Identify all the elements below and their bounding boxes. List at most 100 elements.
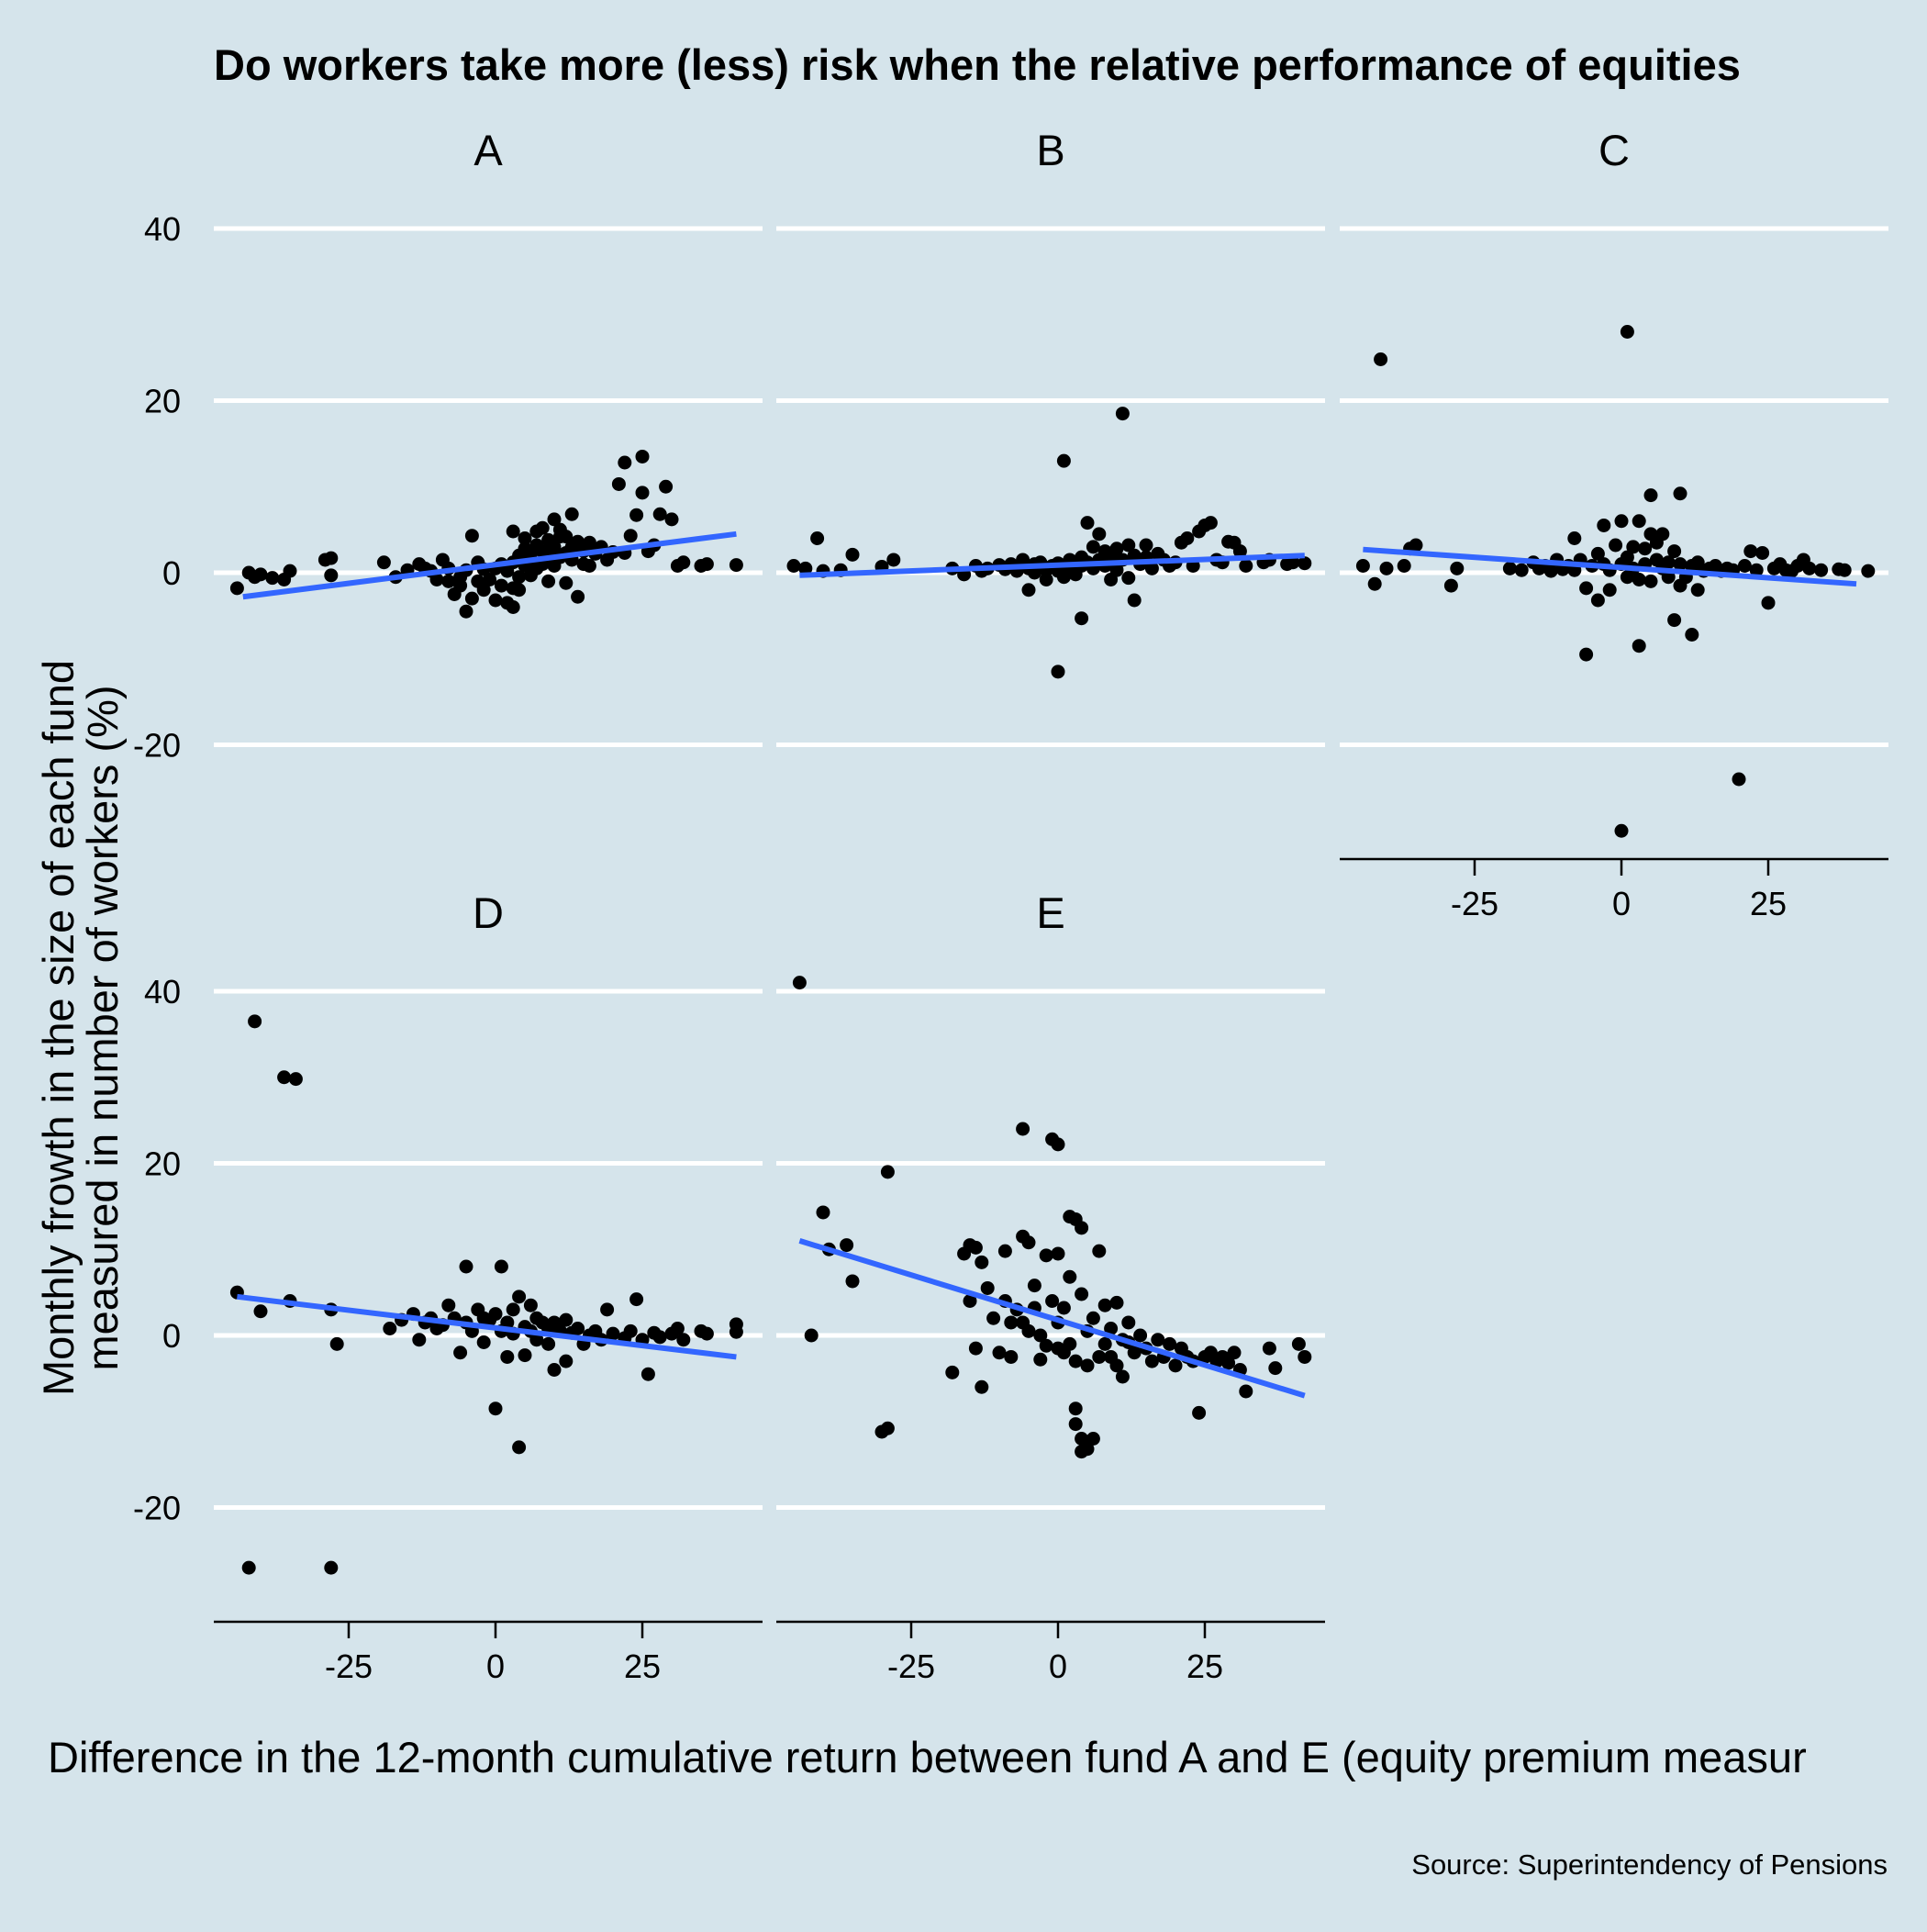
data-point: [1021, 1323, 1036, 1338]
chart-title: Do workers take more (less) risk when th…: [214, 40, 1741, 89]
data-point: [1039, 1338, 1053, 1353]
data-point: [640, 1367, 655, 1381]
facet-panel-b: B: [776, 126, 1325, 747]
data-point: [1051, 664, 1065, 679]
data-point: [1056, 453, 1071, 468]
data-point: [1239, 559, 1253, 573]
data-point: [1121, 1315, 1136, 1330]
data-point: [664, 512, 679, 527]
data-point: [975, 1379, 989, 1394]
data-point: [1232, 544, 1247, 559]
data-point: [512, 1290, 527, 1304]
data-point: [1109, 1295, 1124, 1310]
data-point: [494, 578, 508, 593]
data-point: [571, 1322, 585, 1335]
y-tick-label: -20: [133, 727, 181, 765]
data-point: [1121, 538, 1136, 553]
data-point: [676, 555, 691, 570]
x-tick-label: -25: [1451, 885, 1498, 922]
data-point: [518, 1348, 532, 1363]
data-point: [476, 1335, 491, 1349]
data-point: [880, 1165, 895, 1179]
data-point: [635, 486, 650, 500]
y-axis-title-line-1: Monthly frowth in the size of each fund: [34, 660, 83, 1396]
data-point: [506, 600, 520, 614]
data-point: [1021, 1235, 1036, 1250]
data-point: [1579, 647, 1594, 662]
data-point: [564, 507, 579, 521]
data-point: [1355, 559, 1370, 573]
data-point: [1063, 1336, 1077, 1351]
data-point: [659, 479, 674, 494]
data-point: [476, 583, 491, 597]
data-point: [1802, 561, 1817, 575]
y-axis-title-line-2: measured in number of workers (%): [78, 685, 127, 1370]
data-point: [992, 1346, 1007, 1360]
data-point: [1397, 559, 1411, 573]
data-point: [1374, 352, 1388, 366]
data-point: [1115, 407, 1130, 421]
data-point: [623, 1323, 638, 1338]
facet-panel-a: A -20 0 20 40: [133, 126, 763, 765]
data-point: [1063, 1269, 1077, 1284]
data-point: [535, 520, 550, 535]
data-point: [1080, 1442, 1095, 1457]
data-point: [1109, 542, 1124, 556]
data-point: [986, 1311, 1001, 1325]
facet-panel-e: E -25 0 25: [776, 888, 1325, 1685]
data-point: [676, 1333, 691, 1347]
data-point: [1004, 1315, 1019, 1330]
data-point: [529, 1333, 544, 1347]
data-point: [248, 1014, 262, 1029]
data-point: [1643, 488, 1658, 503]
data-point: [1033, 1352, 1048, 1367]
data-point: [1180, 531, 1195, 545]
data-point: [1673, 557, 1688, 572]
data-point: [792, 976, 807, 990]
data-point: [1643, 574, 1658, 588]
y-tick-label: 40: [144, 973, 181, 1011]
data-point: [1039, 1248, 1053, 1263]
facet-label: A: [473, 126, 503, 174]
data-point: [512, 583, 527, 597]
data-point: [1638, 542, 1653, 556]
data-point: [559, 1312, 574, 1327]
data-point: [1133, 1328, 1148, 1343]
data-point: [547, 1363, 562, 1377]
data-point: [324, 1560, 339, 1575]
data-point: [1086, 540, 1100, 554]
data-point: [376, 555, 391, 570]
data-point: [1104, 1322, 1119, 1335]
data-point: [1861, 564, 1876, 578]
x-tick-label: 25: [1186, 1647, 1223, 1685]
y-tick-label: 20: [144, 383, 181, 420]
data-point: [1121, 571, 1136, 586]
data-point: [1021, 583, 1036, 597]
data-point: [729, 558, 743, 573]
data-point: [1109, 563, 1124, 577]
data-point: [288, 1072, 303, 1087]
data-point: [1086, 1432, 1100, 1446]
data-point: [670, 1322, 685, 1335]
data-point: [429, 573, 444, 586]
x-tick-label: 0: [486, 1647, 505, 1685]
data-point: [1086, 1311, 1100, 1325]
facet-label: B: [1036, 126, 1064, 174]
data-point: [1667, 544, 1682, 559]
data-point: [412, 1333, 427, 1347]
trend-line: [237, 1293, 737, 1360]
data-point: [1268, 1361, 1283, 1376]
caption: Source: Superintendency of Pensions: [1411, 1848, 1888, 1881]
data-point: [277, 1070, 292, 1085]
data-point: [512, 1440, 527, 1455]
data-point: [1690, 583, 1705, 597]
data-point: [1097, 1336, 1112, 1351]
data-point: [606, 1326, 620, 1341]
x-tick-label: -25: [887, 1647, 935, 1685]
data-point: [975, 1255, 989, 1269]
data-point: [241, 1560, 256, 1575]
data-point: [1514, 563, 1529, 577]
data-point: [453, 578, 468, 593]
data-point: [1080, 516, 1095, 530]
data-point: [618, 455, 632, 470]
